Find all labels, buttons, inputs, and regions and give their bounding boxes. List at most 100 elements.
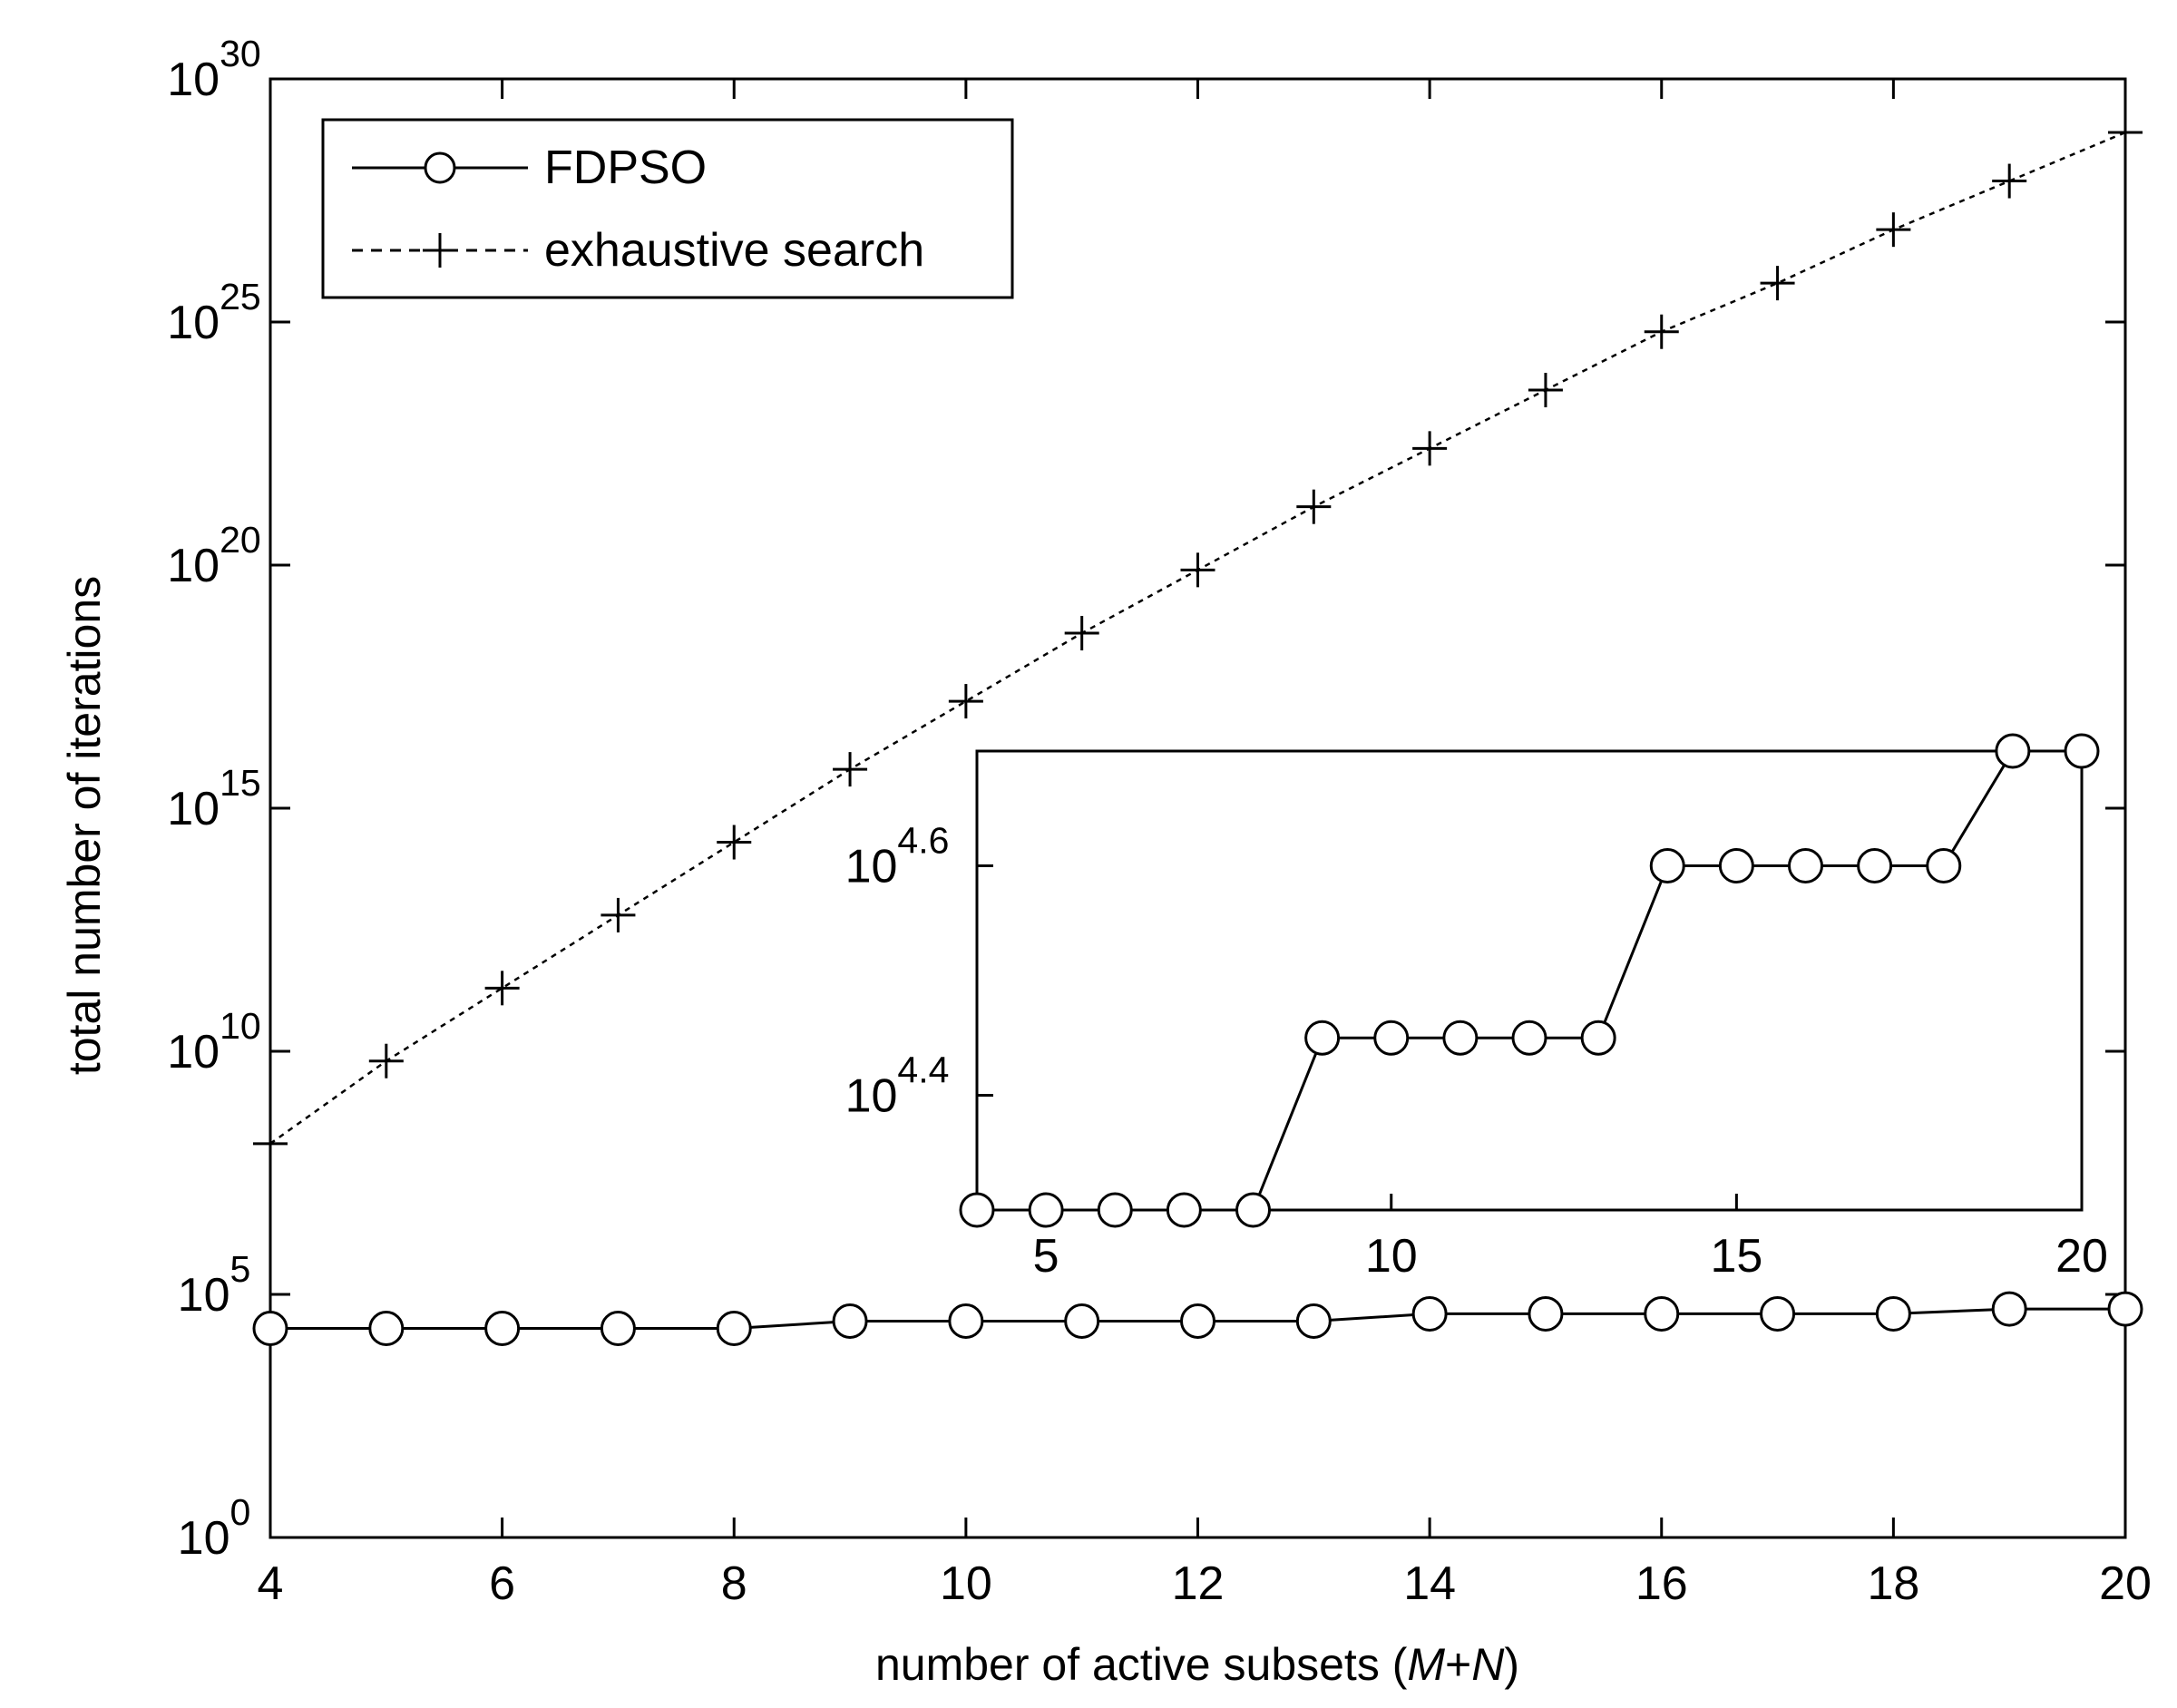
inset-plot-area: 5 10 15 20 104.4 104.6	[845, 733, 2108, 1283]
fdpso-data-point	[2107, 1291, 2143, 1327]
fdpso-data-point	[1760, 1295, 1796, 1332]
inset-fdpso-data-point	[1373, 1020, 1410, 1056]
inset-y-tick-label-exponent: 4.4	[897, 1049, 949, 1091]
fdpso-data-point	[368, 1311, 405, 1347]
fdpso-data-point	[1411, 1295, 1448, 1332]
exhaustive-search-data-point	[1876, 212, 1911, 248]
y-tick-label-exponent: 10	[220, 1005, 261, 1047]
inset-fdpso-data-point	[1857, 848, 1893, 883]
exhaustive-search-data-point	[1760, 266, 1795, 301]
legend-exhaustive-plus-marker	[423, 233, 457, 268]
y-tick-label-base: 10	[178, 1269, 230, 1322]
y-tick-label-exponent: 15	[220, 762, 261, 804]
exhaustive-search-data-point	[1064, 616, 1099, 651]
exhaustive-search-data-point	[2108, 114, 2143, 150]
inset-fdpso-data-point	[2064, 733, 2100, 769]
exhaustive-search-data-point	[948, 684, 983, 719]
inset-fdpso-data-point	[1926, 848, 1962, 883]
x-tick-label: 16	[1635, 1557, 1688, 1610]
x-tick-label: 6	[489, 1557, 515, 1610]
y-axis-label: total number of iterations	[59, 576, 110, 1075]
inset-x-tick-label: 10	[1365, 1230, 1418, 1283]
exhaustive-search-data-point	[1992, 163, 2027, 199]
y-tick-label-base: 10	[167, 540, 220, 592]
x-axis-label-prefix: number of active subsets (	[875, 1639, 1408, 1690]
legend-fdpso-label: FDPSO	[544, 142, 707, 194]
fdpso-data-point	[1528, 1295, 1564, 1332]
y-tick-label-exponent: 0	[230, 1491, 251, 1533]
exhaustive-search-data-point	[1644, 314, 1679, 349]
y-tick-label: 1025	[167, 276, 260, 349]
x-axis-label-suffix: )	[1504, 1639, 1519, 1690]
inset-tick-labels: 5 10 15 20 104.4 104.6	[845, 820, 2108, 1283]
fdpso-data-point	[484, 1311, 521, 1347]
inset-fdpso-data-point	[1995, 733, 2031, 769]
inset-y-tick-label-exponent: 4.6	[897, 820, 949, 862]
y-tick-label-base: 10	[178, 1512, 230, 1565]
x-tick-label: 10	[940, 1557, 992, 1610]
fdpso-data-point	[1180, 1303, 1215, 1339]
x-tick-label: 4	[258, 1557, 284, 1610]
fdpso-data-point	[1644, 1295, 1680, 1332]
fdpso-data-point	[716, 1311, 752, 1347]
y-tick-label-exponent: 25	[220, 276, 261, 317]
inset-fdpso-data-point	[1304, 1020, 1341, 1056]
legend-box	[321, 118, 1014, 299]
exhaustive-search-data-point	[1412, 431, 1448, 466]
inset-x-tick-label: 20	[2055, 1230, 2108, 1283]
y-tick-label-base: 10	[167, 783, 220, 835]
inset-y-tick-label: 104.4	[845, 1049, 950, 1123]
main-tick-labels: 4 6 8 10 12 14 16 18 201001051010101510201025103…	[167, 33, 2152, 1610]
inset-fdpso-data-point	[1511, 1020, 1547, 1056]
x-tick-label: 20	[2099, 1557, 2152, 1610]
x-tick-label: 14	[1403, 1557, 1456, 1610]
y-tick-label: 105	[178, 1248, 251, 1322]
fdpso-data-point	[252, 1311, 288, 1347]
x-tick-label: 18	[1867, 1557, 1919, 1610]
exhaustive-search-data-point	[1180, 552, 1215, 588]
inset-fdpso-data-point	[1580, 1020, 1616, 1056]
inset-y-tick-label: 104.6	[845, 820, 950, 893]
inset-fdpso-data-point	[1788, 848, 1823, 883]
fdpso-data-point	[1991, 1291, 2027, 1327]
x-axis-label: number of active subsets (M+N)	[875, 1639, 1519, 1690]
inset-fdpso-data-point	[959, 1192, 995, 1228]
y-tick-label: 1010	[167, 1005, 260, 1078]
legend: FDPSO exhaustive search	[321, 118, 1014, 299]
inset-series-layer	[959, 733, 2100, 1228]
y-tick-label-base: 10	[167, 54, 220, 106]
y-tick-label-exponent: 30	[220, 33, 261, 74]
exhaustive-search-data-point	[1296, 489, 1332, 524]
x-axis-label-plus: +	[1445, 1639, 1471, 1690]
x-axis-label-var-m: M	[1407, 1639, 1445, 1690]
main-series-layer	[252, 114, 2143, 1347]
exhaustive-search-data-point	[1528, 373, 1563, 408]
inset-fdpso-data-point	[1097, 1192, 1133, 1228]
inset-x-tick-label: 5	[1033, 1230, 1059, 1283]
y-tick-label: 100	[178, 1491, 251, 1565]
exhaustive-search-data-point	[368, 1043, 404, 1078]
inset-axes-frame	[975, 749, 2084, 1212]
inset-fdpso-data-point	[1649, 848, 1685, 883]
fdpso-data-point	[948, 1303, 984, 1339]
fdpso-data-point	[1875, 1295, 1911, 1332]
y-tick-label-exponent: 20	[220, 519, 261, 561]
legend-item-fdpso: FDPSO	[352, 142, 707, 194]
legend-item-exhaustive-search: exhaustive search	[352, 224, 924, 277]
exhaustive-search-data-point	[484, 971, 520, 1006]
fdpso-data-point	[832, 1303, 868, 1339]
y-tick-label: 1020	[167, 519, 260, 592]
exhaustive-search-data-point	[253, 1126, 288, 1161]
exhaustive-search-data-point	[600, 897, 636, 932]
fdpso-data-point	[1064, 1303, 1100, 1339]
inset-fdpso-data-point	[1166, 1192, 1202, 1228]
legend-fdpso-circle-marker	[424, 151, 456, 184]
fdpso-data-point	[1295, 1303, 1332, 1339]
y-tick-label-base: 10	[167, 297, 220, 349]
x-tick-label: 12	[1172, 1557, 1225, 1610]
main-tick-marks	[268, 77, 2127, 1539]
inset-fdpso-data-point	[1442, 1020, 1479, 1056]
inset-x-tick-label: 15	[1710, 1230, 1762, 1283]
x-axis-label-var-n: N	[1471, 1639, 1505, 1690]
